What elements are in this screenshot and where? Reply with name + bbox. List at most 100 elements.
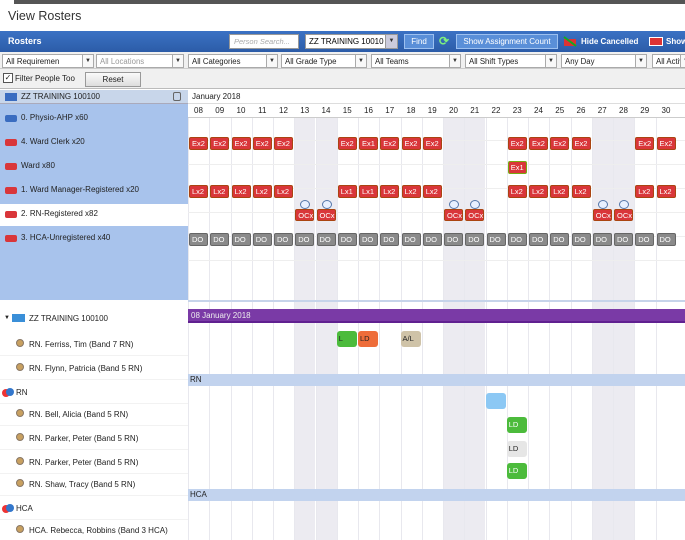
person-search-input[interactable]: Person Search... xyxy=(229,34,299,49)
ocx-chip[interactable]: OCx xyxy=(614,200,633,222)
requirement-chip[interactable]: Ex2 xyxy=(189,137,208,150)
refresh-icon[interactable]: ⟳ xyxy=(439,34,450,48)
requirement-chip[interactable]: Lx2 xyxy=(550,185,570,198)
shift-chip[interactable]: LD xyxy=(506,417,527,433)
requirement-chip[interactable]: DO xyxy=(274,233,293,246)
requirement-chip[interactable]: DO xyxy=(550,233,570,246)
person-row[interactable]: RN. Parker, Peter (Band 5 RN) xyxy=(0,450,188,474)
ocx-chip[interactable]: OCx xyxy=(444,200,463,222)
requirement-chip[interactable]: Ex2 xyxy=(337,137,357,150)
ocx-chip[interactable]: OCx xyxy=(316,200,336,222)
hide-cancelled-label[interactable]: Hide Cancelled xyxy=(581,37,639,46)
day-label[interactable]: 29 xyxy=(640,106,650,115)
requirement-chip[interactable]: Lx2 xyxy=(656,185,676,198)
day-label[interactable]: 24 xyxy=(534,106,543,115)
filter-select[interactable]: All Categories ▼ xyxy=(188,54,278,68)
shift-chip[interactable]: LD xyxy=(358,331,378,347)
requirement-chip[interactable]: Lx1 xyxy=(337,185,357,198)
requirement-row[interactable]: 3. HCA-Unregistered x40 xyxy=(0,228,188,250)
requirement-chip[interactable]: Lx2 xyxy=(635,185,655,198)
person-row[interactable]: RN. Ferriss, Tim (Band 7 RN) xyxy=(0,332,188,356)
requirement-chip[interactable]: DO xyxy=(592,233,612,246)
filter-select[interactable]: Any Day ▼ xyxy=(561,54,647,68)
requirement-chip[interactable]: Ex2 xyxy=(380,137,400,150)
filter-select[interactable]: All Locations ▼ xyxy=(96,54,184,68)
day-label[interactable]: 27 xyxy=(597,106,607,115)
requirement-chip[interactable]: DO xyxy=(401,233,421,246)
requirement-row[interactable]: 2. RN-Registered x82 xyxy=(0,204,188,226)
requirement-chip[interactable]: Ex2 xyxy=(507,137,527,150)
requirement-chip[interactable]: Lx1 xyxy=(359,185,378,198)
requirement-chip[interactable]: DO xyxy=(444,233,463,246)
shift-chip[interactable]: LD xyxy=(506,441,527,457)
show-icon[interactable] xyxy=(649,37,663,46)
day-label[interactable]: 21 xyxy=(470,106,480,115)
person-row[interactable]: HCA. Rebecca, Robbins (Band 3 HCA) xyxy=(0,518,188,540)
find-button[interactable]: Find xyxy=(404,34,434,49)
shift-chip[interactable] xyxy=(485,393,506,409)
requirement-row[interactable]: 4. Ward Clerk x20 xyxy=(0,132,188,154)
requirement-row[interactable]: 0. Physio-AHP x60 xyxy=(0,108,188,130)
day-label[interactable]: 16 xyxy=(364,106,373,115)
lock-icon[interactable] xyxy=(173,92,181,101)
requirement-chip[interactable]: DO xyxy=(507,233,527,246)
requirement-chip[interactable]: DO xyxy=(656,233,676,246)
requirement-chip[interactable]: Lx2 xyxy=(274,185,293,198)
requirement-chip[interactable]: DO xyxy=(316,233,336,246)
day-label[interactable]: 17 xyxy=(385,106,395,115)
requirement-chip[interactable]: Lx2 xyxy=(380,185,400,198)
requirement-chip[interactable]: Lx2 xyxy=(571,185,591,198)
shift-chip[interactable]: A/L xyxy=(400,331,421,347)
day-label[interactable]: 13 xyxy=(300,106,310,115)
requirement-chip[interactable]: Ex2 xyxy=(231,137,251,150)
group-row[interactable]: HCA xyxy=(0,496,188,520)
requirement-chip[interactable]: DO xyxy=(210,233,230,246)
roster-group-row[interactable]: ▼ ZZ TRAINING 100100 xyxy=(0,306,188,330)
requirement-chip[interactable]: Lx2 xyxy=(507,185,527,198)
group-row[interactable]: RN xyxy=(0,380,188,404)
day-label[interactable]: 18 xyxy=(406,106,416,115)
requirement-chip[interactable]: DO xyxy=(295,233,315,246)
requirement-chip[interactable]: DO xyxy=(529,233,548,246)
filter-select[interactable]: All Grade Type ▼ xyxy=(281,54,367,68)
requirement-chip[interactable]: DO xyxy=(571,233,591,246)
day-label[interactable]: 11 xyxy=(258,106,267,115)
requirement-chip[interactable]: Lx2 xyxy=(210,185,230,198)
day-label[interactable]: 15 xyxy=(342,106,352,115)
requirement-chip[interactable]: Ex2 xyxy=(571,137,591,150)
show-assignment-count-button[interactable]: Show Assignment Count xyxy=(456,34,558,49)
requirement-chip[interactable]: Lx2 xyxy=(422,185,442,198)
ocx-chip[interactable]: OCx xyxy=(592,200,612,222)
person-row[interactable]: RN. Parker, Peter (Band 5 RN) xyxy=(0,426,188,450)
day-label[interactable]: 08 xyxy=(194,106,203,115)
filter-select[interactable]: All Requiremen ▼ xyxy=(2,54,94,68)
day-label[interactable]: 30 xyxy=(661,106,671,115)
requirement-chip[interactable]: Lx2 xyxy=(231,185,251,198)
person-row[interactable]: RN. Bell, Alicia (Band 5 RN) xyxy=(0,402,188,426)
ocx-chip[interactable]: OCx xyxy=(295,200,315,222)
requirement-chip[interactable]: Ex1 xyxy=(359,137,378,150)
requirement-chip[interactable]: Ex2 xyxy=(550,137,570,150)
requirement-chip[interactable]: DO xyxy=(189,233,208,246)
ocx-chip[interactable]: OCx xyxy=(465,200,485,222)
requirement-chip[interactable]: Lx2 xyxy=(252,185,272,198)
requirement-chip[interactable]: DO xyxy=(465,233,485,246)
requirement-chip[interactable]: DO xyxy=(635,233,655,246)
day-label[interactable]: 23 xyxy=(512,106,522,115)
day-label[interactable]: 14 xyxy=(321,106,331,115)
requirement-row[interactable]: Ward x80 xyxy=(0,156,188,178)
filter-select[interactable]: All Activ▼ xyxy=(652,54,685,68)
requirement-chip[interactable]: DO xyxy=(252,233,272,246)
reset-button[interactable]: Reset xyxy=(85,72,141,87)
filter-select[interactable]: All Shift Types ▼ xyxy=(465,54,557,68)
requirement-chip[interactable]: Ex2 xyxy=(274,137,293,150)
filter-select[interactable]: All Teams ▼ xyxy=(371,54,461,68)
day-label[interactable]: 09 xyxy=(215,106,225,115)
day-label[interactable]: 26 xyxy=(576,106,586,115)
filter-people-checkbox[interactable]: ✓ xyxy=(3,73,13,83)
shift-chip[interactable]: L xyxy=(336,331,357,347)
day-label[interactable]: 22 xyxy=(491,106,501,115)
requirement-chip[interactable]: Ex2 xyxy=(252,137,272,150)
requirement-chip[interactable]: Ex2 xyxy=(656,137,676,150)
requirement-chip[interactable]: Ex1 xyxy=(507,161,527,174)
